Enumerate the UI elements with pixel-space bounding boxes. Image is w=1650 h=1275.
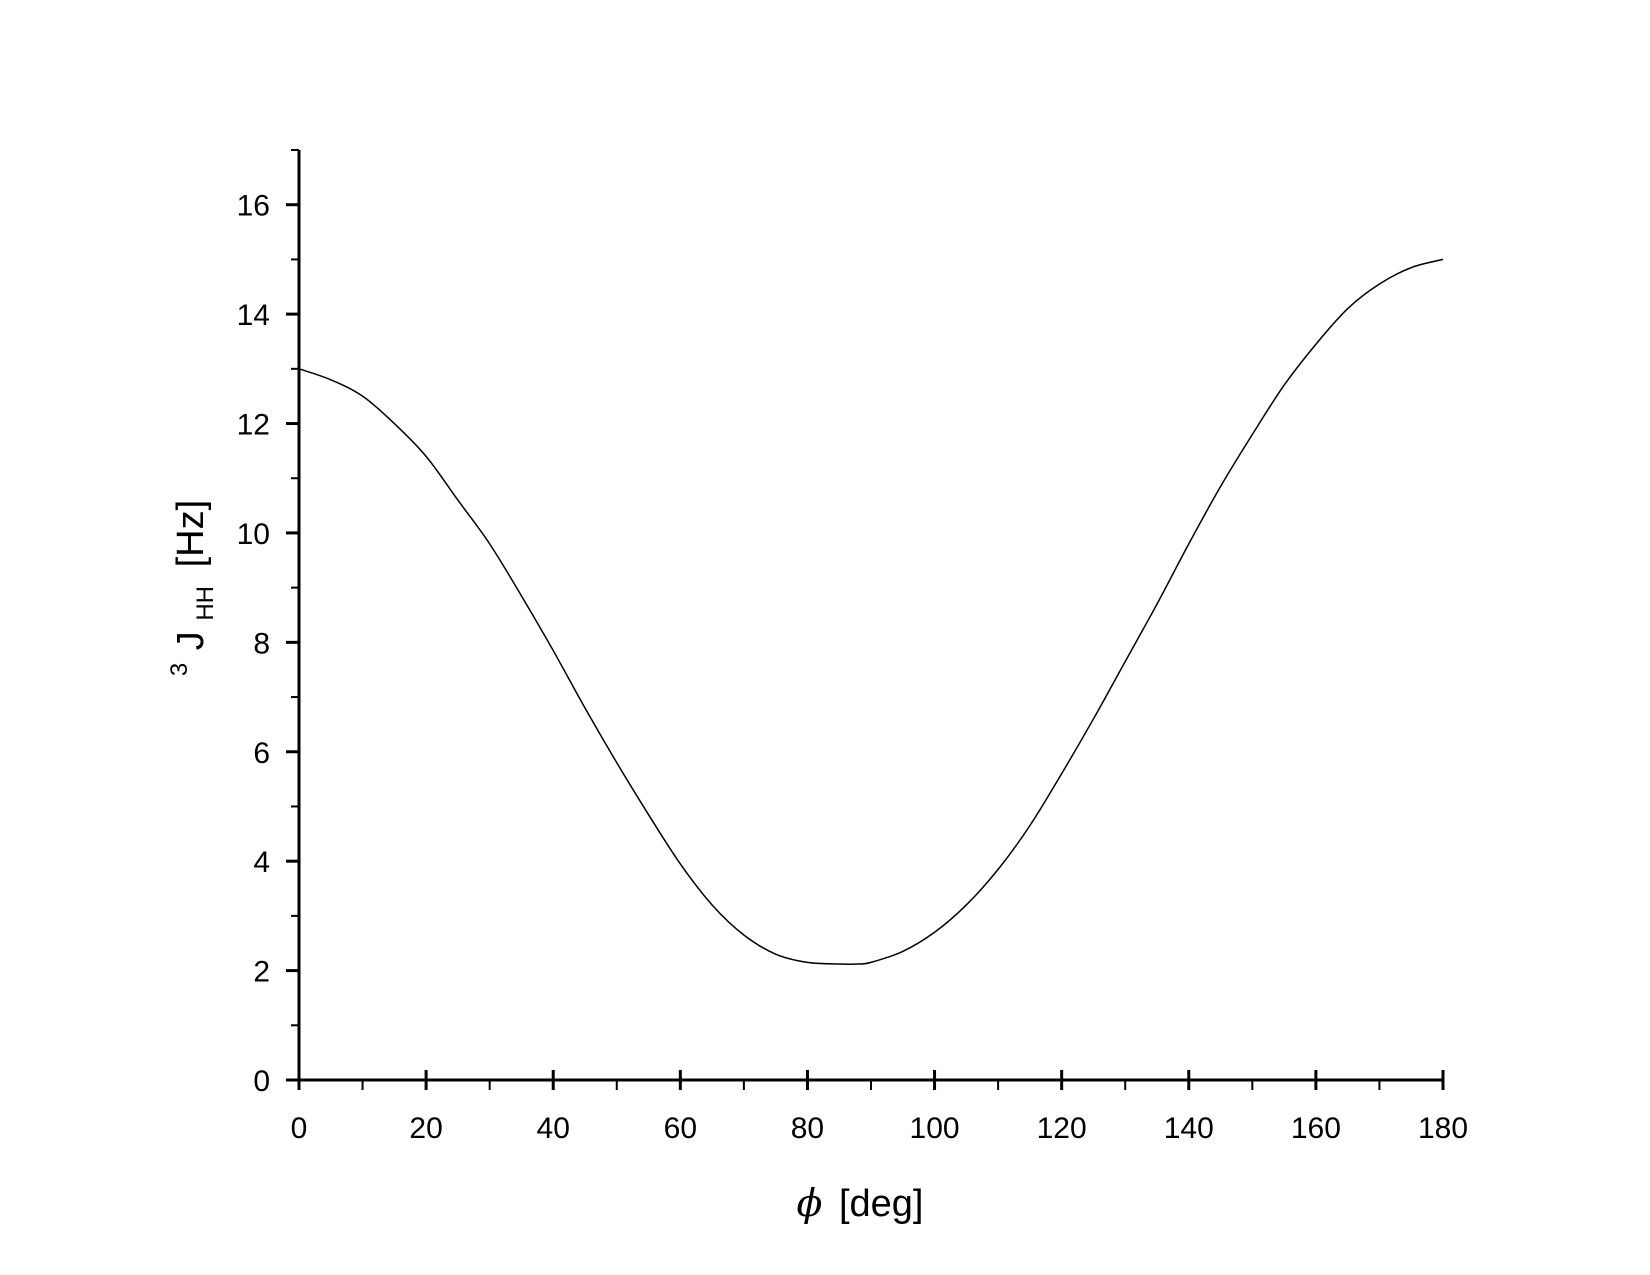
y-axis-label: 3 J HH [Hz]: [154, 500, 222, 676]
x-tick-label: 100: [910, 1112, 960, 1145]
x-tick-label: 0: [291, 1112, 308, 1145]
series: [298, 258, 1444, 965]
x-tick-label: 180: [1418, 1112, 1468, 1145]
ticks: [286, 149, 1445, 1090]
x-tick-label: 20: [409, 1112, 442, 1145]
y-axis-label-unit: [Hz]: [170, 500, 212, 568]
x-tick-label: 120: [1037, 1112, 1087, 1145]
x-axis-label-unit: [deg]: [839, 1183, 924, 1225]
y-axis-label-superscript: 3: [166, 663, 193, 676]
y-tick-label: 12: [237, 409, 270, 442]
x-axis-label-symbol: ϕ: [797, 1181, 823, 1225]
x-tick-label: 80: [791, 1112, 824, 1145]
y-axis-label-subscript: HH: [192, 586, 219, 621]
y-tick-label: 4: [253, 846, 270, 879]
axes: [297, 150, 1443, 1082]
y-tick-label: 14: [237, 299, 270, 332]
y-tick-label: 6: [253, 737, 270, 770]
y-tick-label: 2: [253, 956, 270, 989]
y-axis-label-main: J: [170, 631, 212, 650]
y-axis-label-group: 3 J HH [Hz]: [154, 500, 222, 676]
series-line: [298, 258, 1444, 965]
y-tick-label: 10: [237, 518, 270, 551]
x-axis-label: ϕ [deg]: [797, 1181, 924, 1225]
y-tick-label: 0: [253, 1065, 270, 1098]
x-tick-label: 140: [1164, 1112, 1214, 1145]
y-tick-label: 16: [237, 190, 270, 223]
y-tick-label: 8: [253, 627, 270, 660]
tick-labels: 0 20 40 60 80 100 120 140 160 180 0 2 4 6 8 10 12 14 16: [237, 190, 1468, 1145]
x-tick-label: 60: [664, 1112, 697, 1145]
x-tick-label: 40: [537, 1112, 570, 1145]
x-tick-label: 160: [1291, 1112, 1341, 1145]
